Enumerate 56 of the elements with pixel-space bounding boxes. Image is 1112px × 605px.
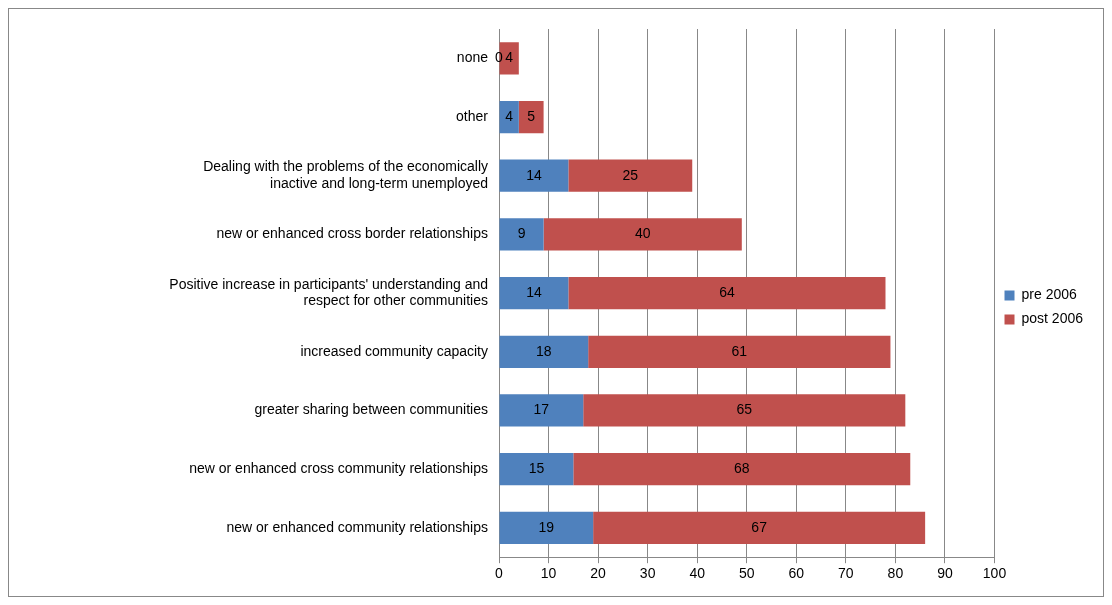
data-label: 4	[505, 49, 514, 66]
data-label: 15	[528, 460, 545, 477]
data-label: 19	[538, 518, 555, 535]
x-tick-label: 20	[590, 565, 607, 582]
bar	[499, 159, 569, 192]
y-tick-label: new or enhanced cross border relationships	[216, 225, 488, 242]
legend-label: post 2006	[1021, 310, 1084, 327]
data-label: 4	[505, 107, 514, 124]
bar	[583, 394, 906, 427]
bar	[499, 394, 584, 427]
bar	[499, 218, 544, 251]
data-label: 40	[634, 225, 651, 242]
x-tick-label: 80	[887, 565, 904, 582]
bar	[499, 335, 589, 368]
x-tick-label: 0	[495, 565, 504, 582]
x-tick-label: 70	[838, 565, 854, 582]
y-tick-label: increased community capacity	[300, 342, 488, 359]
y-tick-label: Positive increase in participants' understanding and respect for other communities	[169, 275, 488, 309]
x-tick-label: 50	[738, 565, 755, 582]
y-tick-label: new or enhanced cross community relationships	[189, 460, 488, 477]
y-tick-label: new or enhanced community relationships	[226, 518, 488, 535]
x-tick-label: 10	[540, 565, 557, 582]
data-label: 17	[533, 401, 550, 418]
bar	[568, 159, 693, 192]
y-tick-label: none	[456, 49, 489, 66]
data-label: 9	[517, 225, 526, 242]
bar	[518, 100, 544, 134]
data-label: 25	[622, 166, 639, 183]
y-tick-label: other	[456, 107, 489, 124]
data-label: 0	[495, 49, 504, 66]
data-label: 14	[526, 283, 542, 300]
data-label: 5	[527, 107, 536, 124]
x-tick-label: 30	[639, 565, 656, 582]
y-tick-label: greater sharing between communities	[254, 401, 488, 418]
bar	[573, 453, 911, 486]
data-label: 14	[526, 166, 542, 183]
bar	[588, 335, 891, 368]
data-label: 65	[736, 401, 753, 418]
data-label: 67	[751, 518, 768, 535]
bar	[499, 276, 569, 310]
bar	[499, 511, 594, 544]
data-label: 68	[734, 460, 750, 477]
y-tick-label: Dealing with the problems of the economically inactive and long-term unemployed	[203, 158, 488, 191]
bar	[499, 453, 574, 486]
bar	[543, 218, 742, 251]
data-label: 61	[731, 342, 748, 359]
x-tick-label: 60	[788, 565, 805, 582]
legend-label: pre 2006	[1021, 286, 1077, 303]
x-tick-label: 40	[689, 565, 706, 582]
bar	[568, 276, 886, 310]
bar	[593, 511, 926, 544]
data-label: 18	[536, 342, 552, 359]
x-tick-label: 100	[982, 565, 1007, 582]
bar	[499, 100, 519, 134]
x-tick-label: 90	[937, 565, 953, 582]
data-label: 64	[719, 283, 735, 300]
